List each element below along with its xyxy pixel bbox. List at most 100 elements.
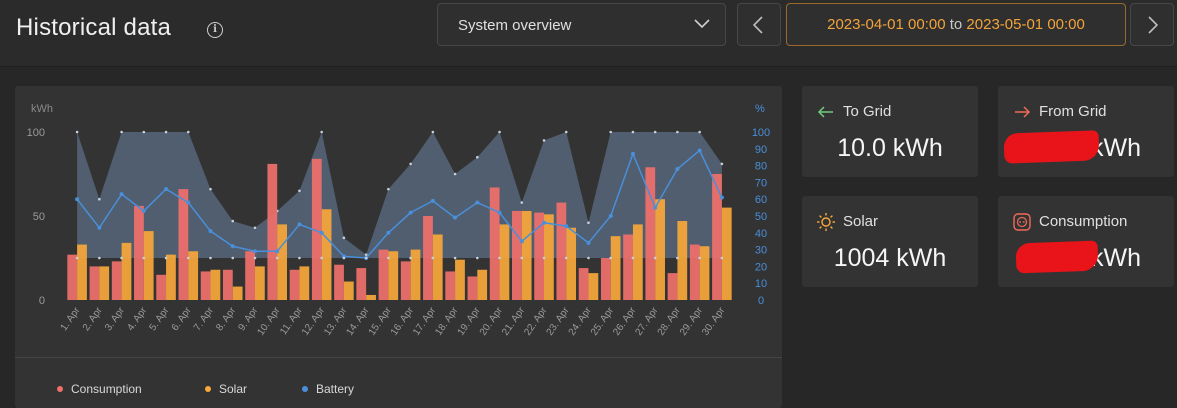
battery-max-point [209,187,212,191]
battery-min-point [120,256,123,260]
solar-value: 1004 kWh [833,244,947,272]
battery-min-point [253,256,257,260]
consumption-bar [200,271,211,300]
consumption-bar [445,271,456,300]
battery-max-point [476,155,479,159]
battery-min-point [631,256,635,260]
x-tick-label: 30. Apr [700,305,728,338]
battery-point [230,244,235,249]
date-to: 2023-05-01 00:00 [966,16,1085,33]
solar-label: Solar [843,213,879,230]
solar-bar [632,224,643,300]
battery-min-point [231,256,235,260]
battery-point [564,224,569,229]
solar-bar [677,221,688,300]
solar-bar [544,214,554,300]
solar-card: Solar 1004 kWh [802,196,978,287]
solar-bar [499,224,510,300]
consumption-bar [267,163,278,300]
solar-bar [77,244,87,300]
battery-point [430,198,435,203]
battery-min-point [698,256,701,260]
battery-min-point [186,256,190,260]
consumption-bar [489,187,500,300]
battery-point [386,230,391,235]
consumption-bar [600,258,611,300]
to-grid-label: To Grid [843,103,892,120]
y-tick-right: 100 [752,127,770,139]
consumption-bar [289,269,300,300]
battery-line [76,149,723,259]
consumption-bar [556,202,567,300]
solar-bar [166,254,176,300]
battery-max-point [720,162,724,166]
solar-bar [366,294,376,300]
y-tick-right: 40 [755,228,767,240]
from-grid-label: From Grid [1039,103,1107,120]
battery-max-point [231,219,235,223]
consumption-bar [89,266,100,300]
next-period-button[interactable] [1130,3,1174,46]
to-grid-card: To Grid 10.0 kWh [802,86,978,177]
consumption-label: Consumption [1039,213,1128,230]
legend-battery[interactable]: Battery [302,382,354,396]
consumption-bar [222,269,233,300]
battery-max-point [120,130,123,134]
legend-solar[interactable]: Solar [205,382,247,396]
consumption-bar [400,261,411,300]
battery-min-point [298,256,301,260]
legend-label: Consumption [71,382,142,396]
from-grid-value: kWh [1091,134,1141,162]
solar-bar [321,209,332,300]
arrow-left-icon [817,106,833,118]
consumption-bar [111,261,122,300]
solar-bar [299,266,310,300]
legend-label: Battery [316,382,355,396]
battery-max-point [298,189,301,193]
solar-bar [99,266,110,300]
solar-bar [277,224,287,300]
legend-consumption[interactable]: Consumption [57,382,142,396]
header-bar: Historical data i System overview 2023-0… [0,0,1177,67]
battery-point [475,200,480,205]
view-select[interactable]: System overview [437,3,726,46]
solar-bar [721,207,732,300]
battery-min-point [542,256,546,260]
y-tick-right: 90 [755,144,767,156]
previous-period-button[interactable] [737,3,781,46]
legend-dot-battery [302,385,308,392]
solar-bar [210,269,221,300]
solar-bar [655,199,665,300]
battery-max-point [498,130,501,134]
consumption-bar [689,244,700,300]
battery-point [608,214,613,218]
battery-point [675,166,680,171]
battery-max-point [631,130,635,134]
battery-point [275,249,280,254]
history-chart: kWh % 0 50 100 0 10 20 30 40 50 60 70 80 90 100 1. Apr… [27,103,771,338]
date-range-picker[interactable]: 2023-04-01 00:00 to 2023-05-01 00:00 [786,3,1126,46]
consumption-value: kWh [1091,244,1141,272]
y-tick-right: 50 [755,211,767,223]
battery-point [653,205,658,210]
solar-bar [232,286,243,300]
y-tick-right: 20 [755,261,767,273]
battery-min-point [275,256,279,260]
battery-max-point [164,130,168,134]
solar-bar [455,259,465,300]
info-icon[interactable]: i [207,22,223,38]
x-tick-label: 8. Apr [214,305,238,333]
battery-min-point [409,256,412,260]
solar-bar [254,266,265,300]
battery-min-point [164,256,168,260]
chevron-left-icon [752,16,763,34]
battery-point [319,230,324,235]
legend-divider [15,357,782,358]
y-tick-right: 80 [755,161,767,173]
consumption-bar [245,251,255,300]
battery-min-point [342,256,346,260]
y-tick-right: 70 [755,177,767,189]
battery-point [141,208,146,213]
battery-min-point [431,256,435,260]
battery-min-point [609,256,613,260]
